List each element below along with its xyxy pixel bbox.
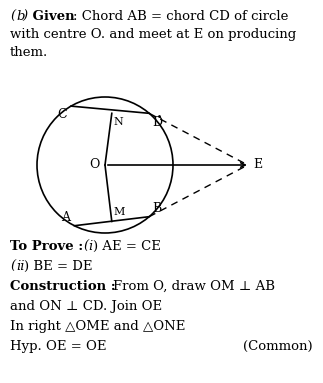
Text: A: A bbox=[61, 211, 70, 224]
Text: N: N bbox=[114, 117, 124, 127]
Text: : Chord AB = chord CD of circle: : Chord AB = chord CD of circle bbox=[73, 10, 288, 23]
Text: From O, draw OM ⊥ AB: From O, draw OM ⊥ AB bbox=[113, 280, 275, 293]
Text: and ON ⊥ CD. Join OE: and ON ⊥ CD. Join OE bbox=[10, 300, 162, 313]
Text: B: B bbox=[152, 202, 162, 215]
Text: O: O bbox=[89, 159, 100, 172]
Text: (Common): (Common) bbox=[243, 340, 313, 353]
Text: Hyp. OE = OE: Hyp. OE = OE bbox=[10, 340, 107, 353]
Text: b: b bbox=[16, 10, 25, 23]
Text: To Prove :: To Prove : bbox=[10, 240, 88, 253]
Text: C: C bbox=[57, 108, 67, 121]
Text: (: ( bbox=[10, 10, 15, 23]
Text: ): ) bbox=[22, 10, 27, 23]
Text: them.: them. bbox=[10, 46, 48, 59]
Text: ) AE = CE: ) AE = CE bbox=[93, 240, 161, 253]
Text: (: ( bbox=[83, 240, 88, 253]
Text: D: D bbox=[152, 116, 162, 129]
Text: In right △OME and △ONE: In right △OME and △ONE bbox=[10, 320, 185, 333]
Text: (: ( bbox=[10, 260, 15, 273]
Text: Given: Given bbox=[28, 10, 79, 23]
Text: E: E bbox=[253, 159, 262, 172]
Text: ) BE = DE: ) BE = DE bbox=[24, 260, 92, 273]
Text: Construction :: Construction : bbox=[10, 280, 120, 293]
Text: with centre O. and meet at E on producing: with centre O. and meet at E on producin… bbox=[10, 28, 296, 41]
Text: ii: ii bbox=[16, 260, 25, 273]
Text: M: M bbox=[114, 208, 125, 218]
Text: i: i bbox=[88, 240, 92, 253]
